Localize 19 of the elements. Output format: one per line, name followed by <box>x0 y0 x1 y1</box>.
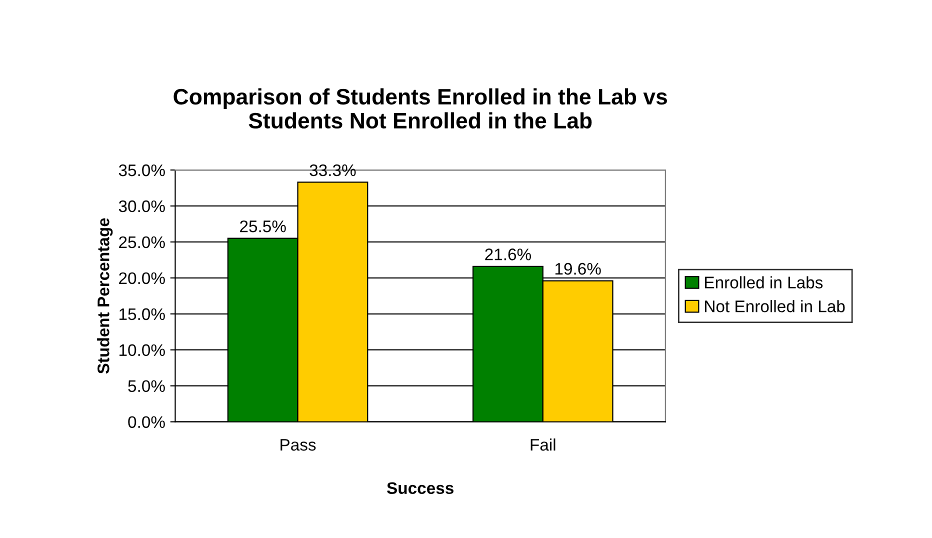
legend-label: Enrolled in Labs <box>705 276 823 288</box>
y-tick-label: 5.0% <box>128 380 165 392</box>
y-tick-label: 25.0% <box>119 236 165 248</box>
data-label: 33.3% <box>310 164 356 176</box>
y-tick-label: 0.0% <box>128 416 165 428</box>
x-axis-title: Success <box>386 482 454 494</box>
y-tick-label: 20.0% <box>119 272 165 284</box>
y-tick-label: 35.0% <box>118 164 165 176</box>
y-tick-label: 30.0% <box>118 200 165 212</box>
y-axis-title: Student Percentage <box>97 218 113 374</box>
legend-label: Not Enrolled in Lab <box>705 300 845 312</box>
chart-title: Comparison of Students Enrolled in the Lab vs Students Not Enrolled in the Lab <box>174 88 667 129</box>
data-label: 25.5% <box>240 220 286 232</box>
data-label: 19.6% <box>555 262 601 275</box>
data-label: 21.6% <box>485 248 531 260</box>
y-tick-label: 15.0% <box>120 308 165 320</box>
x-tick-label: Fail <box>530 438 556 451</box>
y-tick-label: 10.0% <box>120 344 165 356</box>
x-tick-label: Pass <box>280 439 316 451</box>
